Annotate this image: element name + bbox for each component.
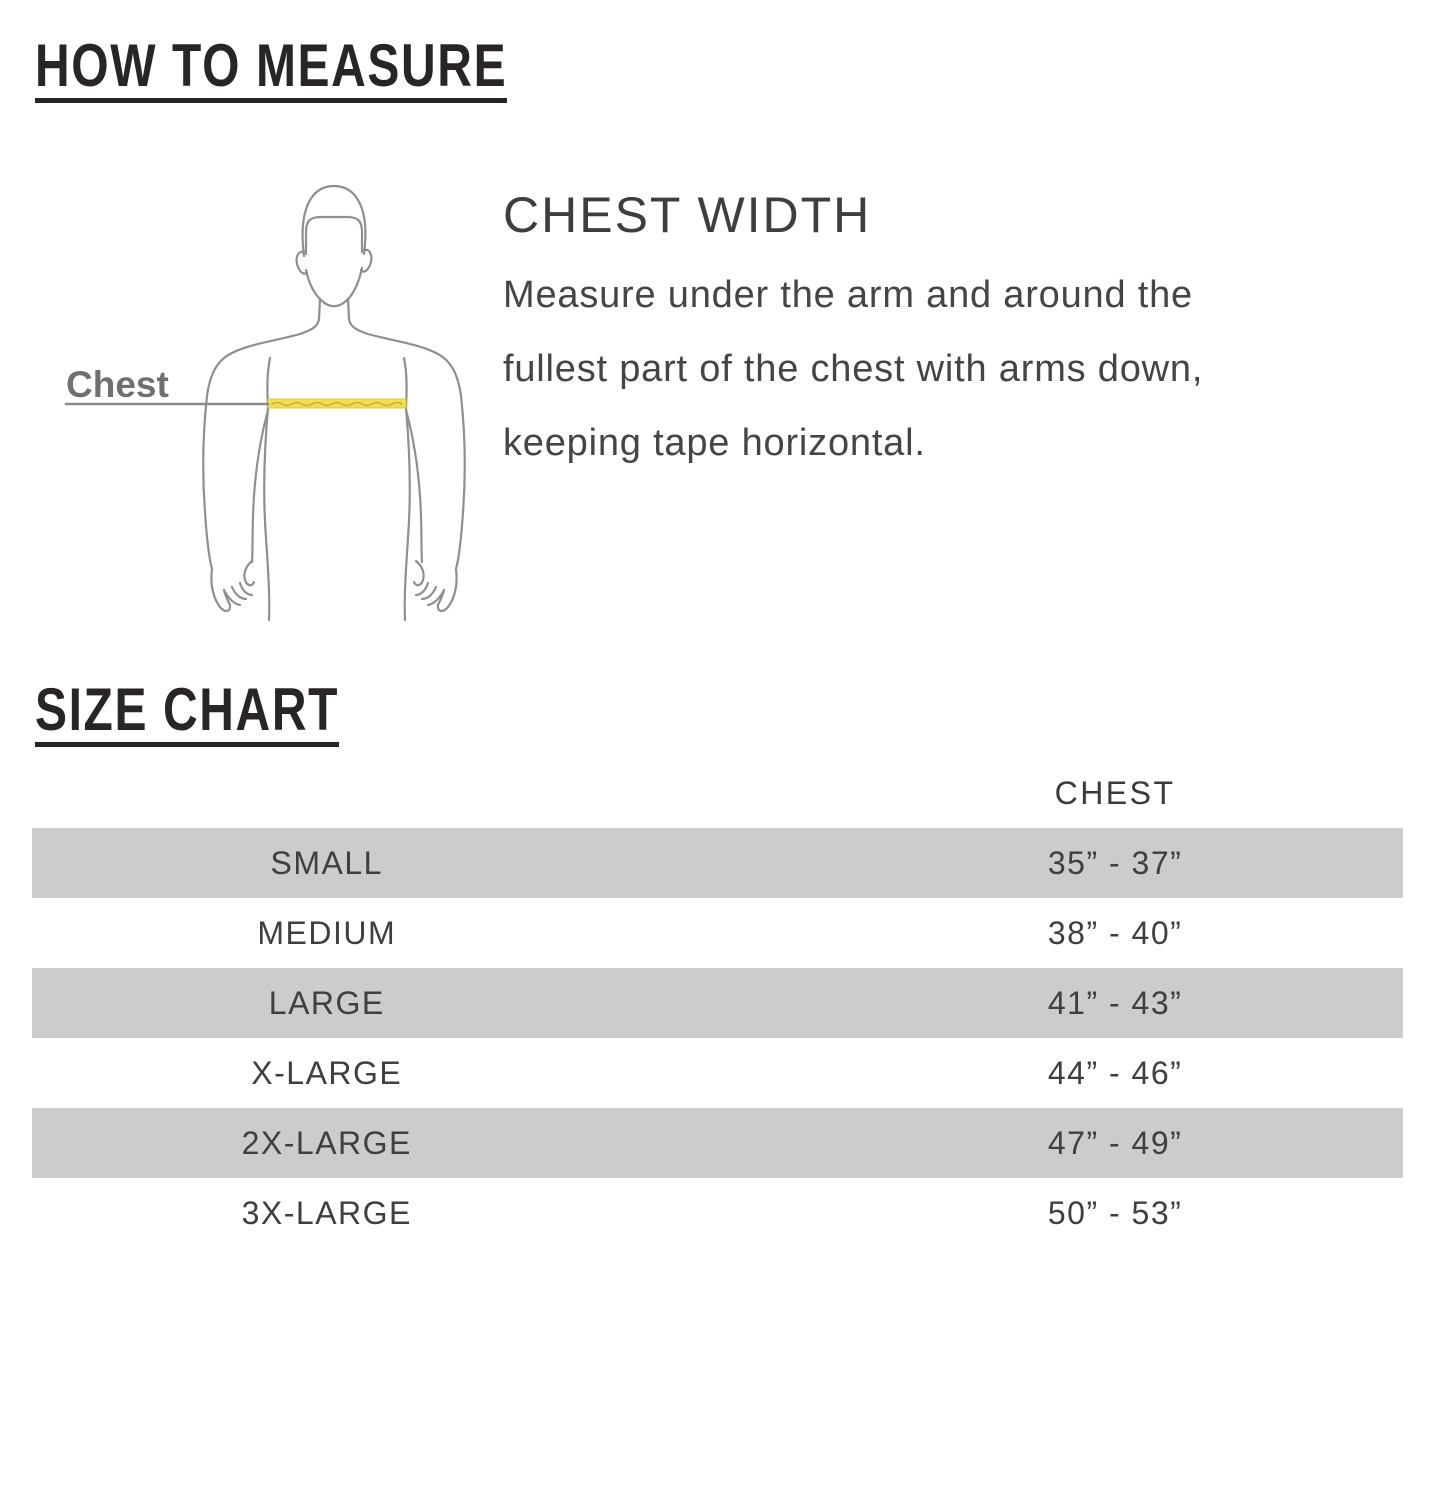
figure-neck-right bbox=[346, 297, 351, 321]
figure-chest-label: Chest bbox=[66, 364, 169, 405]
figure-thumb-right bbox=[412, 559, 425, 587]
chest-column-header: CHEST bbox=[1054, 774, 1176, 811]
figure-inner-arm-right bbox=[404, 408, 424, 564]
table-row: 3X-LARGE 50” - 53” bbox=[32, 1178, 1403, 1248]
figure-hairline bbox=[304, 215, 364, 256]
table-row: X-LARGE 44” - 46” bbox=[32, 1038, 1403, 1108]
figure-torso-left bbox=[263, 406, 271, 622]
size-label: 3X-LARGE bbox=[241, 1194, 412, 1231]
figure-ear-left bbox=[295, 250, 309, 275]
figure-shoulder-arm-left bbox=[202, 316, 321, 571]
body-outline-icon: Chest bbox=[64, 184, 466, 622]
instruction-line: fullest part of the chest with arms down… bbox=[503, 348, 1204, 390]
size-label: MEDIUM bbox=[257, 914, 397, 951]
chest-range: 47” - 49” bbox=[1047, 1124, 1183, 1161]
figure-neck-left bbox=[317, 297, 322, 321]
how-to-measure-title: HOW TO MEASURE bbox=[35, 36, 508, 103]
size-label: LARGE bbox=[268, 984, 385, 1021]
figure-inner-arm-left bbox=[250, 408, 270, 564]
chest-range: 35” - 37” bbox=[1047, 844, 1183, 881]
chest-width-heading: CHEST WIDTH bbox=[503, 187, 872, 243]
figure-hand-right bbox=[436, 567, 458, 612]
chest-width-instructions: Measure under the arm and around the ful… bbox=[503, 258, 1203, 480]
size-label: SMALL bbox=[270, 844, 383, 881]
figure-shoulder-arm-right bbox=[347, 316, 466, 571]
instruction-line: Measure under the arm and around the bbox=[503, 274, 1193, 316]
chest-tape-highlight bbox=[267, 398, 407, 409]
figure-face bbox=[304, 266, 364, 308]
figure-thumb-left bbox=[243, 559, 256, 587]
chest-range: 41” - 43” bbox=[1047, 984, 1183, 1021]
size-chart-table: CHEST SMALL 35” - 37” MEDIUM 38” - 40” L… bbox=[32, 758, 1403, 1248]
table-header-row: CHEST bbox=[32, 758, 1403, 828]
chest-tape-texture bbox=[271, 401, 403, 407]
size-label: X-LARGE bbox=[251, 1054, 403, 1091]
figure-torso-right bbox=[403, 406, 411, 622]
size-chart-title: SIZE CHART bbox=[35, 680, 339, 747]
figure-ear-right bbox=[359, 248, 373, 273]
chest-range: 38” - 40” bbox=[1047, 914, 1183, 951]
figure-hand-left bbox=[210, 567, 232, 612]
table-row: 2X-LARGE 47” - 49” bbox=[32, 1108, 1403, 1178]
size-label: 2X-LARGE bbox=[241, 1124, 412, 1161]
table-row: LARGE 41” - 43” bbox=[32, 968, 1403, 1038]
measurement-figure: Chest bbox=[40, 168, 500, 638]
chest-range: 50” - 53” bbox=[1047, 1194, 1183, 1231]
table-row: MEDIUM 38” - 40” bbox=[32, 898, 1403, 968]
instruction-line: keeping tape horizontal. bbox=[503, 422, 926, 464]
table-row: SMALL 35” - 37” bbox=[32, 828, 1403, 898]
figure-hair bbox=[301, 184, 367, 258]
chest-range: 44” - 46” bbox=[1047, 1054, 1183, 1091]
